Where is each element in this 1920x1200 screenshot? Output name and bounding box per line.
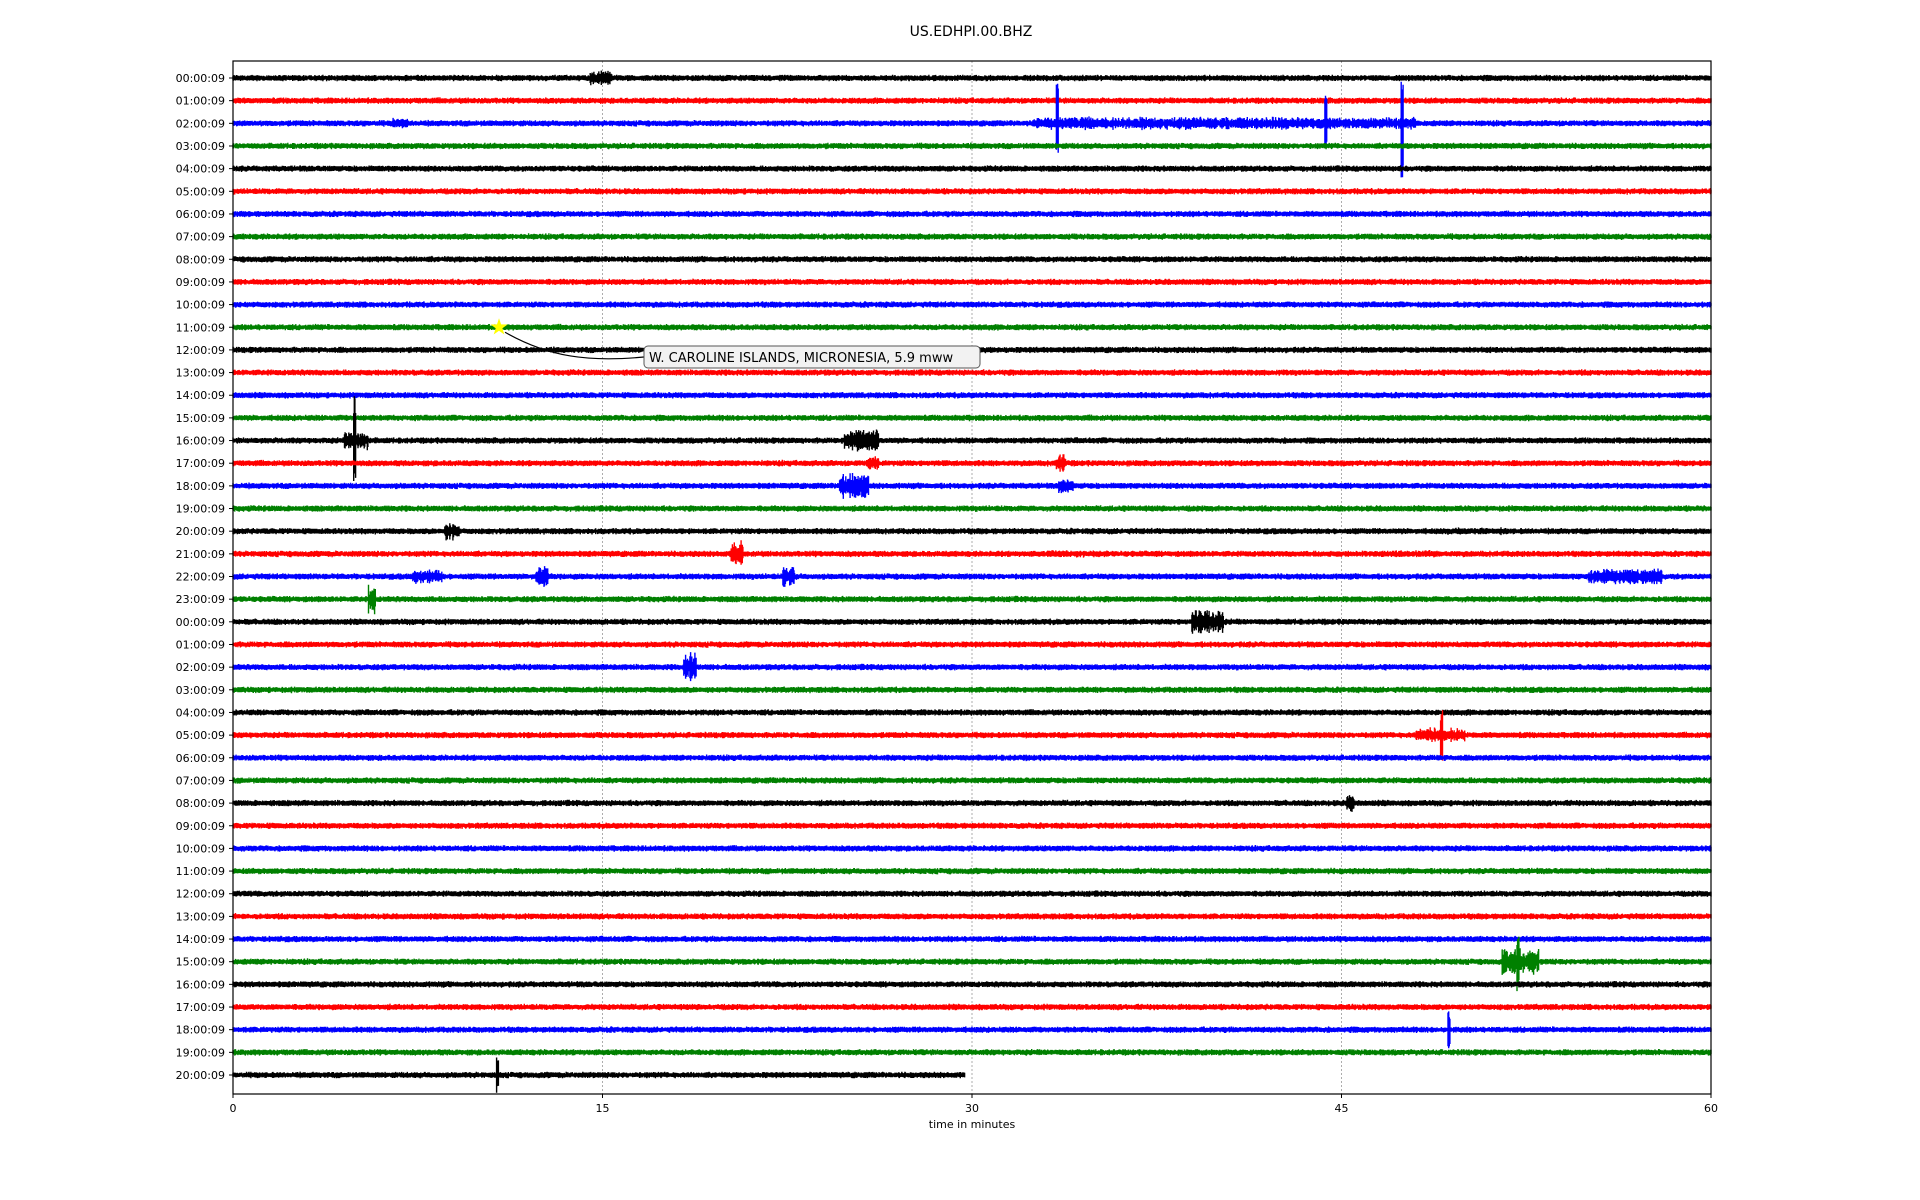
trace-row <box>232 867 1712 875</box>
trace-row <box>232 777 1712 784</box>
y-tick-label: 13:00:09 <box>176 910 225 923</box>
trace-row <box>232 1003 1712 1011</box>
y-tick-label: 07:00:09 <box>176 231 225 244</box>
y-tick-label: 04:00:09 <box>176 706 225 719</box>
event-annotation: W. CAROLINE ISLANDS, MICRONESIA, 5.9 mww <box>490 318 981 369</box>
y-tick-label: 17:00:09 <box>176 1001 225 1014</box>
trace-row <box>232 323 1712 331</box>
x-tick-label: 30 <box>965 1102 979 1115</box>
y-tick-label: 19:00:09 <box>176 1046 225 1059</box>
y-tick-label: 16:00:09 <box>176 978 225 991</box>
y-tick-label: 12:00:09 <box>176 344 225 357</box>
y-axis-ticks: 00:00:09 01:00:09 02:00:09 03:00:09 04:00:09… <box>176 72 233 1082</box>
y-tick-label: 19:00:09 <box>176 503 225 516</box>
trace-row <box>232 641 1712 648</box>
trace-row <box>232 97 1712 104</box>
y-tick-label: 01:00:09 <box>176 95 225 108</box>
y-tick-label: 02:00:09 <box>176 661 225 674</box>
trace-row <box>232 822 1712 830</box>
trace-row <box>232 505 1712 512</box>
y-tick-label: 18:00:09 <box>176 1024 225 1037</box>
x-tick-label: 0 <box>230 1102 237 1115</box>
y-tick-label: 04:00:09 <box>176 163 225 176</box>
x-tick-label: 60 <box>1704 1102 1718 1115</box>
y-tick-label: 01:00:09 <box>176 638 225 651</box>
trace-row <box>232 414 1712 422</box>
y-tick-label: 09:00:09 <box>176 276 225 289</box>
chart-title: US.EDHPI.00.BHZ <box>910 24 1033 40</box>
trace-row <box>232 890 1712 898</box>
trace-row <box>232 255 1712 263</box>
y-tick-label: 16:00:09 <box>176 435 225 448</box>
y-tick-label: 15:00:09 <box>176 956 225 969</box>
trace-row <box>232 70 1712 86</box>
y-tick-label: 23:00:09 <box>176 593 225 606</box>
y-tick-label: 09:00:09 <box>176 820 225 833</box>
annotation-text: W. CAROLINE ISLANDS, MICRONESIA, 5.9 mww <box>649 351 953 366</box>
y-tick-label: 11:00:09 <box>176 321 225 334</box>
x-axis-ticks: 0 15 30 45 60 <box>230 1094 1718 1115</box>
y-tick-label: 10:00:09 <box>176 299 225 312</box>
event-star-icon <box>490 318 508 335</box>
trace-row <box>232 278 1712 286</box>
trace-row <box>232 686 1712 694</box>
trace-row <box>232 1049 1712 1056</box>
y-tick-label: 22:00:09 <box>176 571 225 584</box>
y-tick-label: 06:00:09 <box>176 752 225 765</box>
y-tick-label: 00:00:09 <box>176 72 225 85</box>
trace-row <box>232 301 1712 308</box>
annotation-box <box>643 345 981 369</box>
y-tick-label: 11:00:09 <box>176 865 225 878</box>
trace-row <box>232 210 1712 218</box>
annotation-arrow <box>504 331 645 360</box>
x-tick-label: 45 <box>1335 1102 1349 1115</box>
trace-row <box>232 391 1712 399</box>
y-tick-label: 15:00:09 <box>176 412 225 425</box>
y-tick-label: 20:00:09 <box>176 525 225 538</box>
y-tick-label: 07:00:09 <box>176 774 225 787</box>
y-tick-label: 10:00:09 <box>176 842 225 855</box>
y-tick-label: 08:00:09 <box>176 797 225 810</box>
y-tick-label: 14:00:09 <box>176 933 225 946</box>
y-tick-label: 05:00:09 <box>176 729 225 742</box>
x-tick-label: 15 <box>596 1102 610 1115</box>
y-tick-label: 18:00:09 <box>176 480 225 493</box>
trace-row <box>232 981 1712 988</box>
trace-row <box>232 473 1712 499</box>
y-tick-label: 00:00:09 <box>176 616 225 629</box>
y-tick-label: 14:00:09 <box>176 389 225 402</box>
trace-row <box>232 913 1712 920</box>
x-axis-label: time in minutes <box>929 1118 1016 1131</box>
y-tick-label: 21:00:09 <box>176 548 225 561</box>
y-tick-label: 08:00:09 <box>176 253 225 266</box>
plot-frame <box>232 60 1712 1095</box>
y-tick-label: 13:00:09 <box>176 367 225 380</box>
y-tick-label: 12:00:09 <box>176 888 225 901</box>
trace-row <box>232 165 1712 172</box>
y-tick-label: 20:00:09 <box>176 1069 225 1082</box>
trace-row <box>232 1057 966 1093</box>
trace-row <box>232 652 1712 682</box>
trace-row <box>232 754 1712 762</box>
y-tick-label: 06:00:09 <box>176 208 225 221</box>
y-tick-label: 03:00:09 <box>176 140 225 153</box>
y-tick-label: 02:00:09 <box>176 117 225 130</box>
y-tick-label: 03:00:09 <box>176 684 225 697</box>
trace-row <box>232 142 1712 150</box>
y-tick-label: 17:00:09 <box>176 457 225 470</box>
trace-row <box>232 187 1712 195</box>
y-tick-label: 05:00:09 <box>176 185 225 198</box>
